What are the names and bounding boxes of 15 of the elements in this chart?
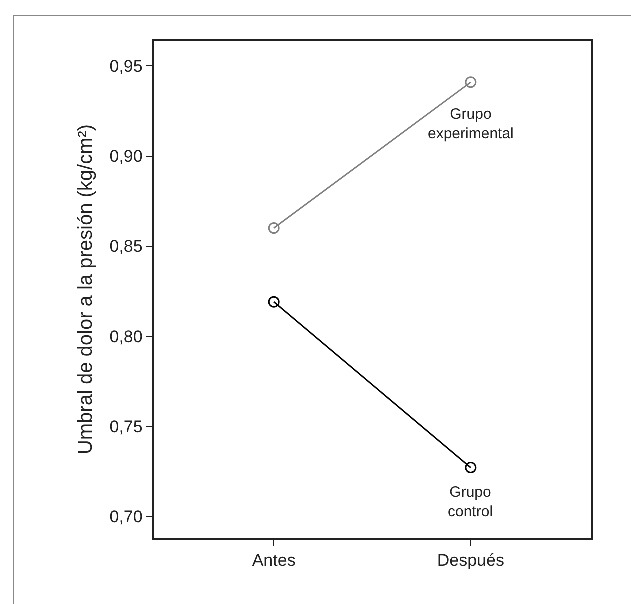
y-tick-label: 0,70 [110,507,143,526]
y-axis-title: Umbral de dolor a la presión (kg/cm²) [74,124,97,455]
point [268,222,280,234]
y-tick-label: 0,75 [110,417,143,436]
series-label: Grupo experimental [428,106,514,142]
y-tick-label: 0,85 [110,237,143,256]
y-tick-label: 0,80 [110,327,143,346]
point [465,76,477,88]
y-tick-label: 0,90 [110,147,143,166]
x-tick-label: Después [437,551,504,570]
x-tick-label: Antes [252,551,296,570]
point [465,462,477,474]
point [268,296,280,308]
y-tick-label: 0,95 [110,57,143,76]
series-label: Grupo control [448,484,494,520]
